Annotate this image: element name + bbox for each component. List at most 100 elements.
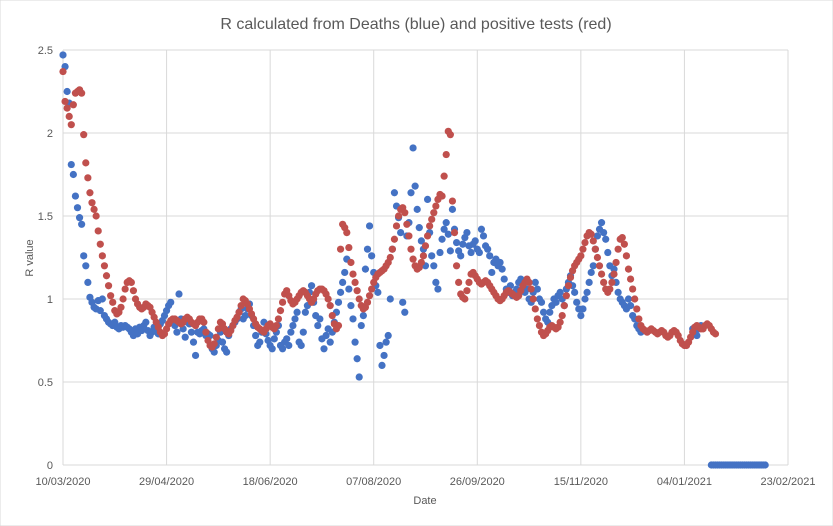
data-point xyxy=(430,209,438,217)
data-point xyxy=(363,298,372,306)
data-point xyxy=(620,240,628,248)
data-point xyxy=(587,230,595,238)
data-point xyxy=(80,252,88,260)
data-point xyxy=(597,270,606,278)
data-point xyxy=(386,295,394,303)
data-point xyxy=(322,331,330,340)
data-point xyxy=(386,253,394,262)
data-point xyxy=(461,295,469,303)
data-point xyxy=(73,204,82,212)
data-point xyxy=(573,298,581,306)
data-point xyxy=(500,275,508,283)
data-point xyxy=(459,240,467,248)
data-point xyxy=(463,287,471,295)
data-point xyxy=(631,295,639,303)
data-point xyxy=(349,270,357,278)
data-point xyxy=(399,298,407,306)
data-point xyxy=(606,285,614,293)
data-point xyxy=(256,338,264,346)
data-point xyxy=(595,262,604,270)
data-point xyxy=(608,278,616,286)
data-point xyxy=(626,275,635,283)
data-point xyxy=(129,287,138,295)
data-point xyxy=(175,290,183,298)
data-point xyxy=(448,205,457,213)
x-tick-label: 29/04/2020 xyxy=(139,476,194,488)
data-point xyxy=(109,298,117,306)
data-point xyxy=(107,292,115,300)
data-point xyxy=(571,288,579,296)
data-point xyxy=(349,315,357,323)
y-axis-title: R value xyxy=(24,239,36,276)
data-point xyxy=(562,292,570,300)
data-point xyxy=(581,295,589,303)
data-point xyxy=(477,225,486,233)
data-point xyxy=(67,121,75,129)
data-point xyxy=(587,268,595,277)
data-point xyxy=(471,237,479,245)
data-point xyxy=(181,333,189,341)
data-point xyxy=(535,321,544,330)
data-point xyxy=(368,285,376,293)
x-tick-label: 15/11/2020 xyxy=(554,476,608,488)
data-point xyxy=(278,298,287,306)
data-point xyxy=(403,220,411,228)
data-point xyxy=(212,333,220,341)
data-point xyxy=(117,303,125,311)
data-point xyxy=(413,205,421,213)
data-point xyxy=(436,248,444,257)
y-tick-label: 0.5 xyxy=(38,377,53,389)
data-point xyxy=(593,253,602,262)
data-point xyxy=(326,302,334,310)
data-point xyxy=(67,160,75,169)
data-point xyxy=(214,325,222,333)
x-axis-ticks: 10/03/2020 29/04/2020 18/06/2020 07/08/2020… xyxy=(35,476,815,488)
data-point xyxy=(533,315,541,323)
data-point xyxy=(579,245,587,253)
data-point xyxy=(287,328,295,336)
data-point xyxy=(272,321,280,330)
data-point xyxy=(618,233,626,242)
data-point xyxy=(88,199,96,207)
data-point xyxy=(440,172,448,180)
data-point xyxy=(210,340,218,348)
data-point xyxy=(241,312,249,320)
data-point xyxy=(98,252,106,260)
data-point xyxy=(558,312,566,320)
data-point xyxy=(624,265,633,273)
data-point xyxy=(301,308,309,316)
data-point xyxy=(394,212,403,220)
data-point xyxy=(252,331,260,340)
data-point xyxy=(121,285,129,293)
data-point xyxy=(463,229,471,237)
data-point xyxy=(223,348,231,356)
data-point xyxy=(382,338,390,346)
data-point xyxy=(428,215,436,223)
data-point xyxy=(455,278,463,286)
data-point xyxy=(583,288,591,296)
data-point xyxy=(426,222,434,230)
data-point xyxy=(200,318,208,326)
data-points xyxy=(59,51,769,469)
data-point xyxy=(552,298,560,306)
data-point xyxy=(374,288,382,296)
data-point xyxy=(341,268,349,277)
data-point xyxy=(75,214,84,222)
data-point xyxy=(415,224,423,232)
data-point xyxy=(624,295,633,303)
data-point xyxy=(69,170,77,179)
data-point xyxy=(347,302,355,310)
data-point xyxy=(61,97,69,106)
data-point xyxy=(345,285,353,293)
data-point xyxy=(610,270,618,278)
data-point xyxy=(475,248,483,257)
data-point xyxy=(498,265,506,273)
data-point xyxy=(278,345,287,353)
data-point xyxy=(316,315,324,323)
data-point xyxy=(452,262,461,270)
y-tick-label: 1 xyxy=(47,294,53,306)
data-point xyxy=(82,262,90,270)
x-tick-label: 26/09/2020 xyxy=(450,476,505,488)
x-tick-label: 07/08/2020 xyxy=(346,476,401,488)
data-point xyxy=(448,197,457,205)
